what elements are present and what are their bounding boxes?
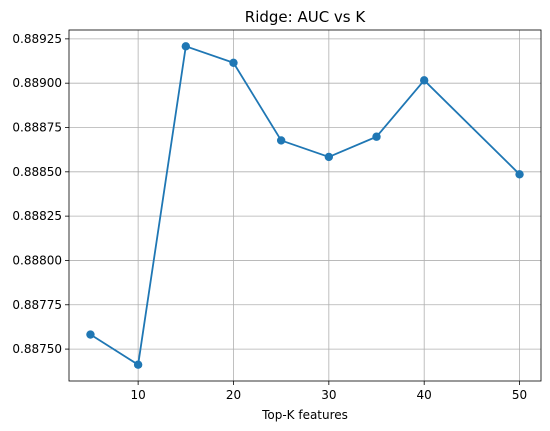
x-tick-label: 10 — [130, 388, 145, 402]
x-tick-label: 20 — [226, 388, 241, 402]
data-point — [276, 136, 286, 145]
y-tick-label: 0.88925 — [12, 32, 62, 46]
data-point — [133, 360, 143, 369]
data-point — [229, 58, 238, 67]
data-point — [86, 330, 95, 339]
data-point — [515, 170, 524, 179]
data-point — [324, 152, 334, 162]
series-auc — [86, 42, 524, 369]
x-tick-label: 50 — [512, 388, 527, 402]
y-tick-label: 0.88775 — [12, 298, 62, 312]
axes — [68, 29, 542, 382]
y-tick-label: 0.88825 — [12, 209, 62, 223]
data-point — [419, 76, 429, 85]
plot-frame — [68, 29, 542, 382]
grid-lines — [69, 30, 541, 381]
y-tick-label: 0.88875 — [12, 121, 62, 135]
x-ticks: 10 20 30 40 50 — [130, 381, 527, 402]
x-axis-label: Top-K features — [261, 408, 348, 422]
y-tick-label: 0.88900 — [12, 76, 62, 90]
data-point — [181, 42, 191, 51]
y-tick-label: 0.88800 — [12, 253, 62, 267]
x-tick-label: 40 — [417, 388, 432, 402]
y-ticks: 0.88750 0.88775 0.88800 0.88825 0.88850 0.888… — [12, 32, 69, 356]
x-tick-label: 30 — [321, 388, 336, 402]
y-tick-label: 0.88750 — [12, 342, 62, 356]
y-tick-label: 0.88850 — [12, 165, 62, 179]
chart-title: Ridge: AUC vs K — [245, 8, 367, 26]
data-point — [372, 132, 381, 141]
